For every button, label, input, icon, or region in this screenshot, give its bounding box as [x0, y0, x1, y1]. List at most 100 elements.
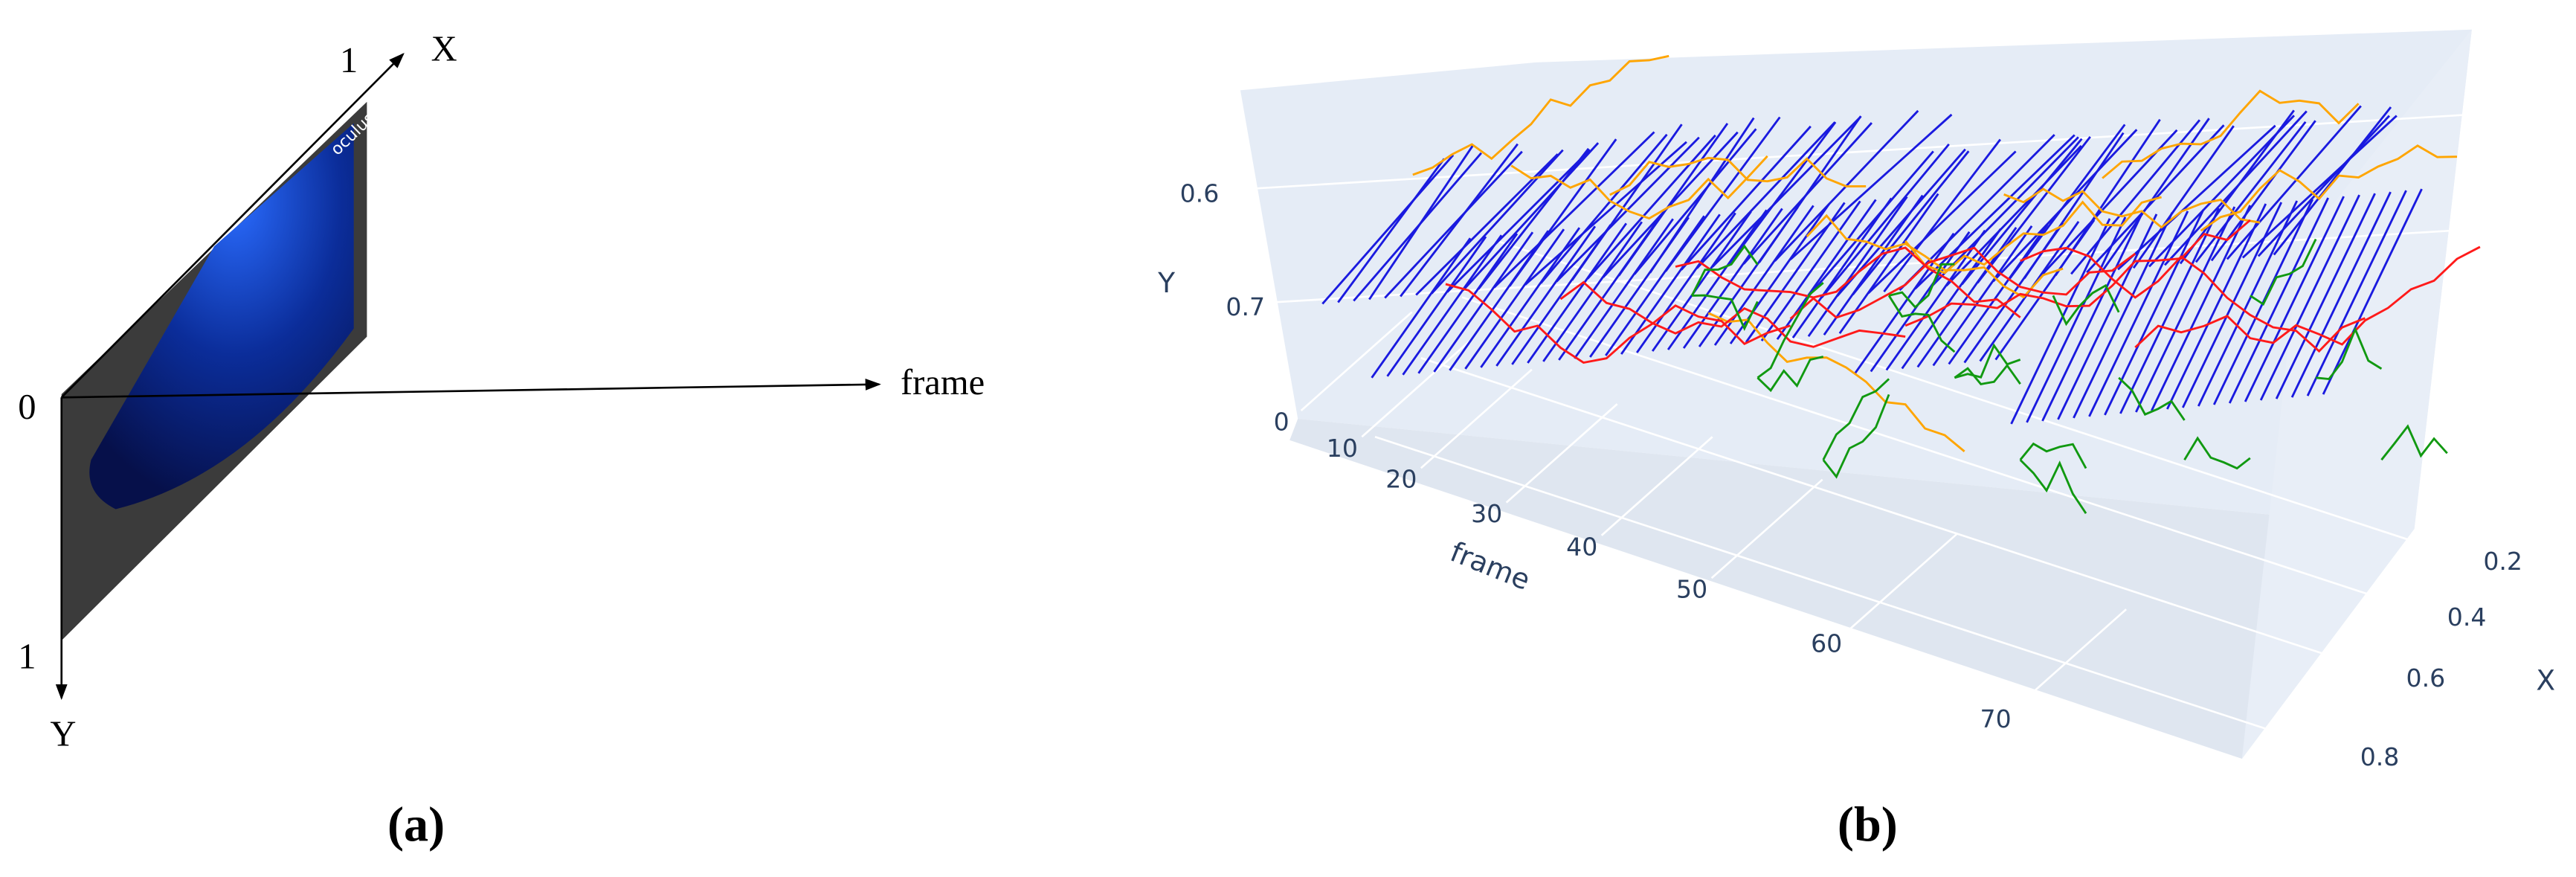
track-line [1605, 215, 1705, 356]
track-line [2197, 200, 2299, 407]
track-path [1904, 219, 2251, 327]
track-line [1977, 135, 2091, 284]
track-line [2010, 218, 2111, 425]
track-line [2275, 193, 2376, 399]
axis-label: frame [901, 362, 985, 402]
track-path [1510, 155, 1768, 220]
track-line [2151, 205, 2252, 411]
track-line [2148, 115, 2295, 268]
tick-label: 20 [1385, 465, 1417, 494]
track-line [2023, 132, 2125, 280]
tick-label: 50 [1676, 575, 1707, 604]
track-line [1368, 144, 1474, 301]
back-wall [1240, 29, 2472, 529]
track-line [1337, 158, 1446, 303]
tick-label: 0.2 [2483, 547, 2522, 576]
grid-line [1374, 436, 2328, 751]
track-path [2315, 326, 2383, 381]
track-path [2052, 283, 2120, 327]
grid-line [1420, 368, 1533, 469]
track-line [2039, 129, 2178, 278]
track-line [1680, 125, 1812, 271]
track-line [2166, 203, 2267, 410]
grid-line [1461, 296, 2415, 611]
track-path [1789, 246, 2137, 320]
track-line [1462, 142, 1600, 292]
track-path [1822, 393, 1890, 479]
tick-label: 1 [18, 637, 36, 677]
track-line [2195, 121, 2307, 263]
track-path [2003, 187, 2261, 229]
track-path [1888, 263, 1955, 309]
tick-label: 1 [340, 40, 358, 80]
grid-line [1600, 436, 1713, 536]
track-path [1609, 156, 1867, 196]
track-line [2041, 215, 2142, 422]
grid-line [1845, 533, 1958, 634]
track-line [1386, 236, 1487, 377]
track-line [1696, 121, 1836, 269]
floor [1289, 419, 2415, 759]
track-line [1477, 147, 1590, 290]
track-line [2132, 125, 2235, 269]
track-line [1620, 213, 1721, 355]
tick-label: 30 [1471, 499, 1502, 528]
track-line [1493, 131, 1655, 289]
track-line [2322, 188, 2423, 395]
track-line [2070, 119, 2201, 275]
track-path [1954, 363, 2021, 385]
track-line [1651, 211, 1752, 352]
track-line [1464, 228, 1565, 370]
track-path [1675, 246, 2021, 318]
track-line [1649, 117, 1755, 274]
track-path [1690, 244, 1759, 297]
track-line [1633, 128, 1757, 275]
panel-label: (a) [387, 797, 445, 852]
track-path [2102, 89, 2360, 179]
track-line [1431, 149, 1564, 295]
grid-line [1498, 240, 2451, 555]
track-path [1756, 282, 1824, 379]
track-line [1789, 113, 1953, 260]
track-path [2118, 376, 2186, 421]
track-line [1682, 208, 1783, 349]
axis-label: X [431, 29, 457, 69]
track-line [1371, 237, 1472, 379]
track-line [2008, 123, 2126, 281]
track-line [1914, 134, 2076, 290]
track-path [1412, 54, 1669, 176]
track-line [2259, 194, 2360, 401]
track-path [2183, 436, 2251, 470]
grid-line [1710, 478, 1823, 579]
track-line [1508, 138, 1617, 287]
track-line [1791, 197, 1893, 338]
track-line [1711, 115, 1862, 268]
track-line [1574, 218, 1674, 359]
tick-label: 0.8 [2360, 742, 2400, 771]
track-line [1758, 115, 1862, 263]
track-line [1617, 123, 1729, 277]
track-path [1707, 312, 1965, 452]
axis-frame-arrow [61, 378, 881, 399]
track-line [1760, 200, 1861, 341]
tick-label: 70 [1980, 704, 2012, 733]
track-line [1402, 234, 1503, 376]
track-path [2250, 238, 2317, 306]
track-line [2306, 190, 2407, 396]
track-line [2244, 196, 2345, 402]
track-line [1727, 121, 1837, 266]
track-line [1807, 196, 1908, 337]
track-line [1885, 229, 1986, 371]
grid-line [2015, 608, 2127, 709]
track-line [2257, 115, 2390, 257]
track-path [1806, 213, 2064, 299]
track-line [2073, 212, 2174, 419]
track-line [2117, 124, 2276, 271]
track-line [1820, 143, 1950, 298]
track-line [1667, 209, 1768, 350]
tick-label: 0.7 [1226, 292, 1265, 321]
track-line [1635, 212, 1736, 353]
track-line [2241, 115, 2398, 259]
panel-b: 0.6 0.7 Y frame X (b) 0 10 20 30 40 50 60 70 0.2… [1157, 29, 2555, 852]
